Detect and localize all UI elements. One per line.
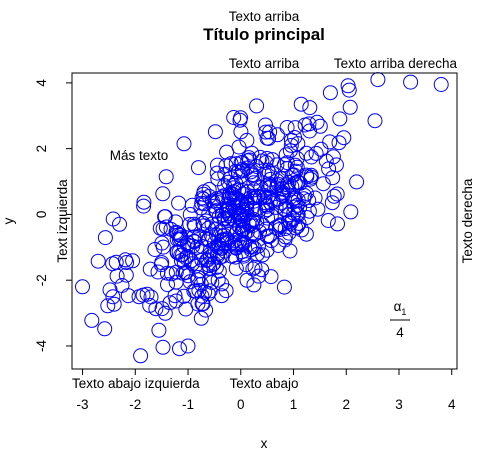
margin-text-bottom-left: Texto abajo izquierda (72, 376, 200, 391)
x-tick-label: -2 (129, 397, 141, 412)
data-points (76, 73, 449, 363)
x-tick-label: 2 (342, 397, 350, 412)
data-point (185, 198, 199, 212)
x-axis-label: x (261, 436, 268, 451)
data-point (156, 187, 170, 201)
data-point (304, 150, 318, 164)
inside-text: Más texto (110, 148, 169, 163)
math-numerator-subscript: 1 (401, 307, 406, 317)
data-point (280, 121, 294, 135)
data-point (194, 311, 208, 325)
chart-subtitle: Texto arriba (229, 9, 300, 24)
margin-text-top: Texto arriba (229, 56, 300, 71)
x-tick-label: 1 (290, 397, 298, 412)
data-point (404, 75, 418, 89)
data-point (143, 262, 157, 276)
data-point (303, 101, 317, 115)
data-point (434, 78, 448, 92)
margin-text-bottom: Texto abajo (229, 376, 298, 391)
y-tick-label: 0 (34, 211, 49, 219)
y-axis-label: y (1, 217, 16, 224)
data-point (98, 322, 112, 336)
data-point (331, 217, 345, 231)
data-point (368, 114, 382, 128)
data-point (333, 112, 347, 126)
data-point (137, 199, 151, 213)
x-tick-label: -3 (77, 397, 89, 412)
data-point (134, 349, 148, 363)
data-point (137, 195, 151, 209)
math-numerator-symbol: α (394, 299, 402, 314)
data-point (113, 217, 127, 231)
data-point (151, 265, 165, 279)
data-point (326, 171, 340, 185)
math-denominator: 4 (396, 325, 404, 340)
data-point (192, 161, 206, 175)
data-point (106, 212, 120, 226)
margin-text-right: Texto derecha (460, 178, 475, 263)
chart-title: Título principal (203, 25, 325, 44)
data-point (323, 86, 337, 100)
data-point (152, 323, 166, 337)
y-tick-label: -2 (34, 274, 49, 286)
data-point (76, 280, 90, 294)
y-tick-label: -4 (34, 339, 49, 351)
data-point (208, 125, 222, 139)
x-tick-label: 4 (448, 397, 456, 412)
math-annotation: α1 4 (390, 299, 410, 340)
x-tick-label: 3 (395, 397, 403, 412)
data-point (350, 175, 364, 189)
data-point (322, 162, 336, 176)
margin-text-left: Text izquierda (55, 179, 70, 263)
data-point (172, 196, 186, 210)
data-point (343, 100, 357, 114)
data-point (181, 339, 195, 353)
y-tick-label: 4 (34, 79, 49, 87)
data-point (156, 340, 170, 354)
data-point (159, 170, 173, 184)
data-point (321, 214, 335, 228)
data-point (344, 205, 358, 219)
data-point (177, 137, 191, 151)
y-tick-label: 2 (34, 145, 49, 153)
data-point (371, 73, 385, 87)
data-point (250, 99, 264, 113)
x-tick-label: -1 (182, 397, 194, 412)
data-point (173, 342, 187, 356)
data-point (294, 97, 308, 111)
data-point (91, 254, 105, 268)
margin-text-top-right: Texto arriba derecha (334, 56, 458, 71)
data-point (85, 313, 99, 327)
data-point (277, 280, 291, 294)
x-tick-label: 0 (237, 397, 245, 412)
data-point (98, 231, 112, 245)
math-numerator: α1 (394, 299, 407, 317)
data-point (299, 227, 313, 241)
